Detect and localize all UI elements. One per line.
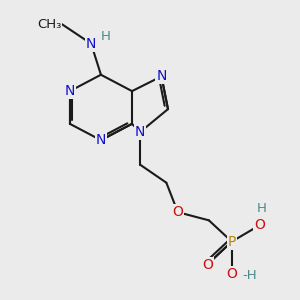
Text: O: O (172, 205, 183, 219)
Text: H: H (256, 202, 266, 215)
Text: N: N (156, 69, 167, 83)
Text: O: O (226, 267, 237, 281)
Text: P: P (228, 235, 236, 249)
Text: N: N (65, 84, 75, 98)
Text: O: O (202, 257, 213, 272)
Text: N: N (135, 125, 146, 139)
Text: N: N (86, 37, 96, 51)
Text: -H: -H (242, 269, 257, 283)
Text: CH₃: CH₃ (37, 17, 62, 31)
Text: H: H (100, 30, 110, 43)
Text: N: N (96, 133, 106, 147)
Text: O: O (254, 218, 265, 232)
